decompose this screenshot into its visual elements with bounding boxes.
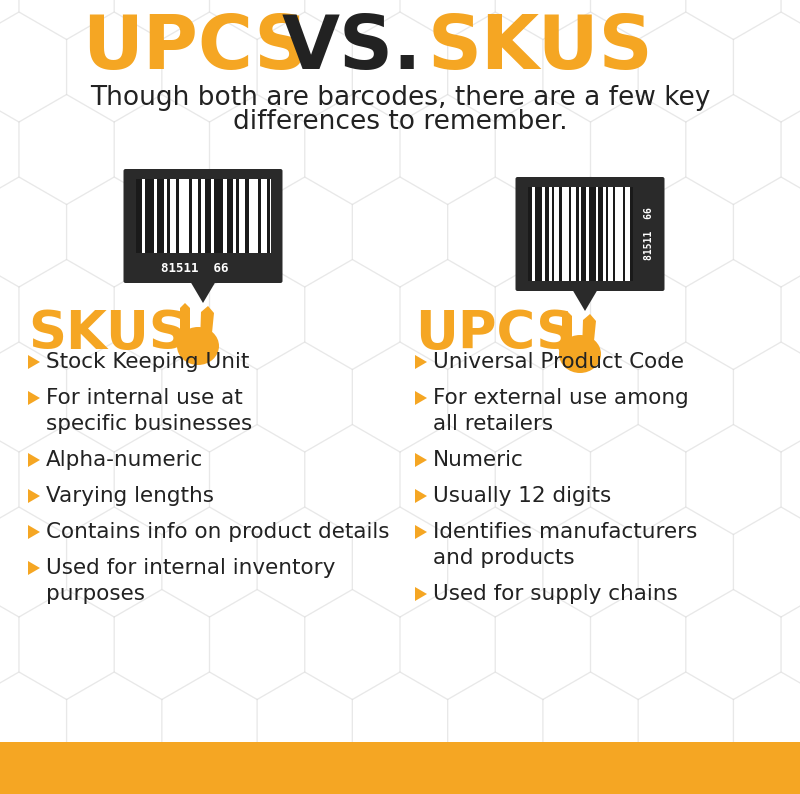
Bar (582, 187, 586, 281)
Bar (135, 179, 270, 253)
Polygon shape (28, 489, 40, 503)
Bar (527, 187, 532, 281)
Bar (535, 187, 542, 281)
Bar (0, 742, 800, 794)
Text: purposes: purposes (46, 584, 145, 604)
Polygon shape (582, 314, 596, 351)
Ellipse shape (559, 335, 601, 373)
Bar (576, 187, 578, 281)
Bar (236, 179, 239, 253)
Text: SKUS: SKUS (28, 308, 187, 360)
Polygon shape (28, 525, 40, 539)
Polygon shape (415, 453, 427, 467)
Bar (205, 179, 211, 253)
FancyBboxPatch shape (515, 177, 665, 291)
Polygon shape (176, 333, 186, 348)
Polygon shape (200, 306, 214, 343)
Ellipse shape (177, 327, 219, 365)
Text: For internal use at: For internal use at (46, 388, 242, 408)
Text: Stock Keeping Unit: Stock Keeping Unit (46, 352, 250, 372)
Bar (189, 179, 192, 253)
Text: Contains info on product details: Contains info on product details (46, 522, 390, 542)
Polygon shape (415, 525, 427, 539)
Bar (613, 187, 615, 281)
Text: UPCS: UPCS (82, 13, 308, 86)
Polygon shape (180, 303, 190, 343)
Text: 81511  66: 81511 66 (643, 207, 654, 260)
Bar (552, 187, 554, 281)
Text: Though both are barcodes, there are a few key: Though both are barcodes, there are a fe… (90, 85, 710, 111)
Polygon shape (572, 289, 598, 311)
Polygon shape (415, 355, 427, 369)
Text: specific businesses: specific businesses (46, 414, 252, 434)
Polygon shape (415, 587, 427, 601)
Text: Alpha-numeric: Alpha-numeric (46, 450, 203, 470)
Polygon shape (415, 391, 427, 405)
Bar (622, 187, 625, 281)
Bar (135, 179, 142, 253)
Polygon shape (28, 355, 40, 369)
Bar (198, 179, 202, 253)
Text: SKUS: SKUS (427, 13, 653, 86)
Bar (214, 179, 223, 253)
Bar (167, 179, 170, 253)
Bar (226, 179, 233, 253)
Bar (527, 187, 633, 281)
Polygon shape (558, 341, 568, 356)
FancyBboxPatch shape (123, 169, 282, 283)
Text: 81511  66: 81511 66 (162, 261, 229, 275)
Polygon shape (28, 453, 40, 467)
Polygon shape (28, 391, 40, 405)
Text: For external use among: For external use among (433, 388, 689, 408)
Text: differences to remember.: differences to remember. (233, 109, 567, 135)
Text: Used for supply chains: Used for supply chains (433, 584, 678, 604)
Text: Usually 12 digits: Usually 12 digits (433, 486, 611, 506)
Bar (630, 187, 633, 281)
Polygon shape (415, 489, 427, 503)
Text: UPCS: UPCS (415, 308, 574, 360)
Bar (267, 179, 270, 253)
Bar (606, 187, 608, 281)
Bar (589, 187, 596, 281)
Bar (258, 257, 274, 277)
Text: VS.: VS. (282, 13, 422, 86)
Text: Varying lengths: Varying lengths (46, 486, 214, 506)
Bar (246, 179, 249, 253)
Bar (145, 179, 154, 253)
Bar (559, 187, 562, 281)
Bar (258, 179, 261, 253)
Bar (598, 187, 603, 281)
Bar (176, 179, 179, 253)
Bar (545, 187, 550, 281)
Polygon shape (190, 281, 216, 303)
Text: Used for internal inventory: Used for internal inventory (46, 558, 335, 578)
Text: Numeric: Numeric (433, 450, 524, 470)
Polygon shape (28, 561, 40, 575)
Bar (569, 187, 571, 281)
Bar (158, 179, 164, 253)
Text: Universal Product Code: Universal Product Code (433, 352, 684, 372)
Text: and products: and products (433, 548, 574, 568)
Text: Identifies manufacturers: Identifies manufacturers (433, 522, 698, 542)
Text: all retailers: all retailers (433, 414, 553, 434)
Polygon shape (562, 311, 572, 351)
